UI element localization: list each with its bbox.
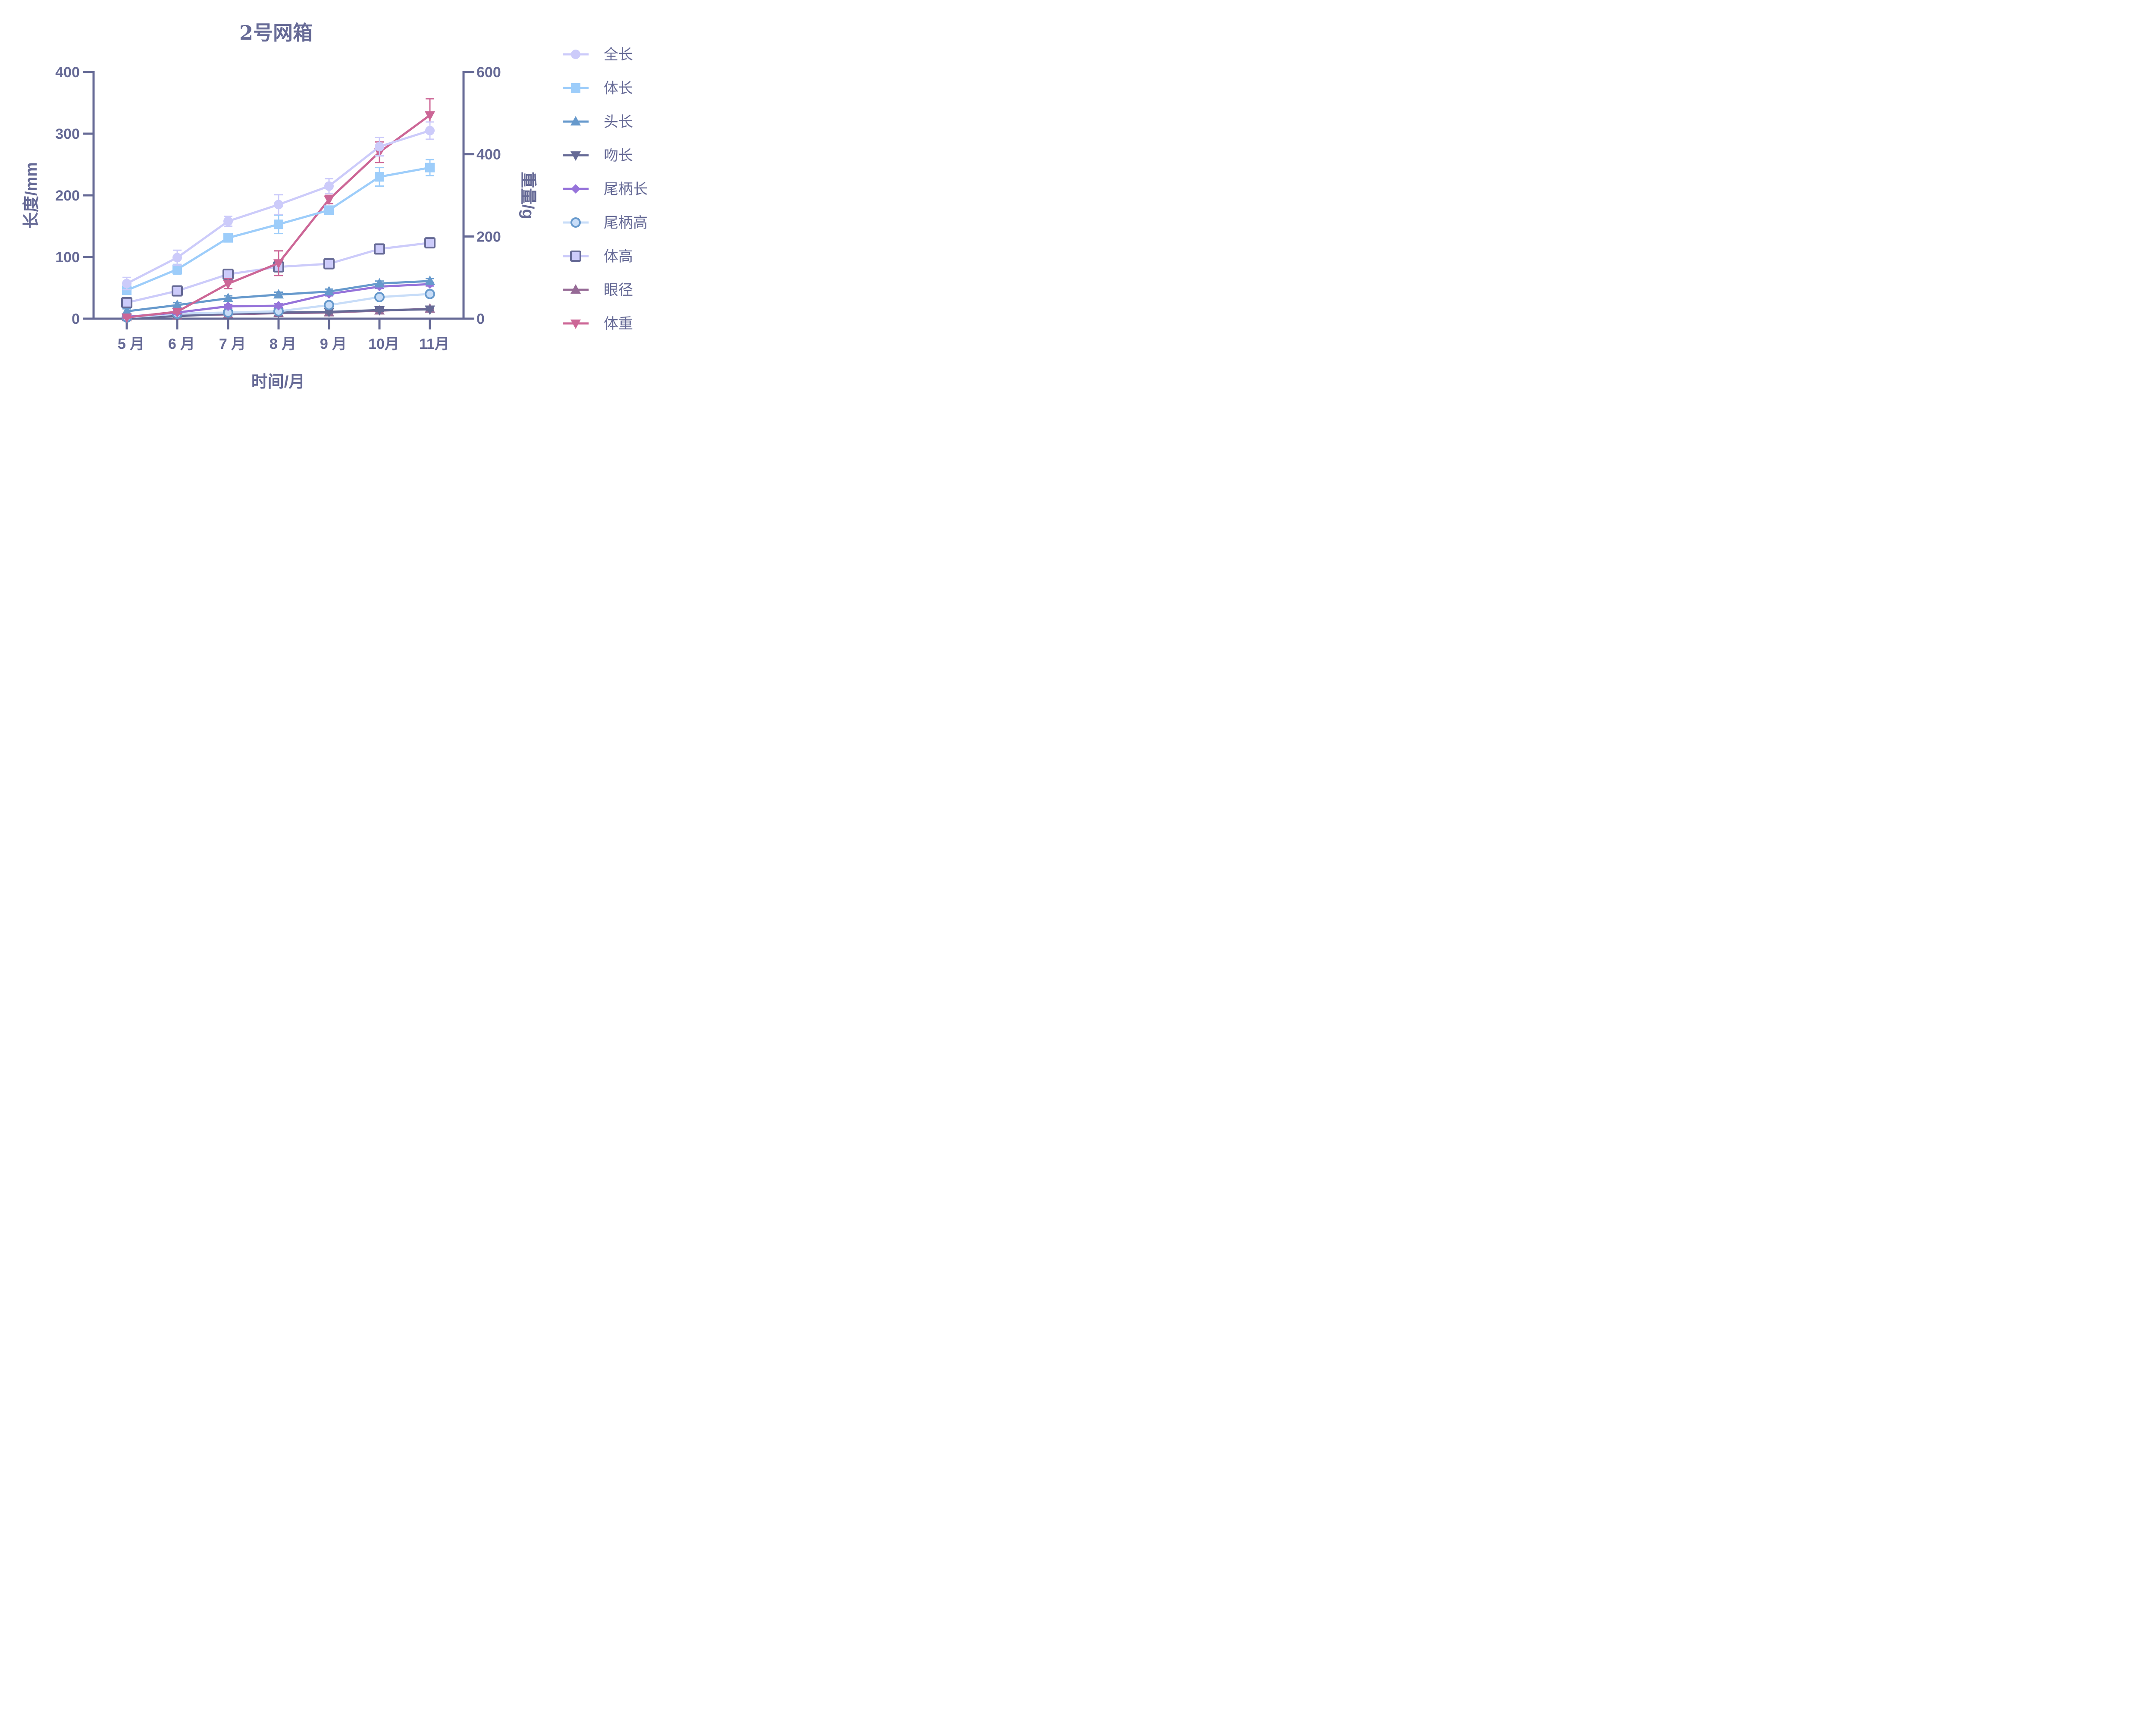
x-tick-label: 11月 (419, 336, 449, 352)
triangle-up-marker (324, 286, 334, 296)
legend-label: 头长 (604, 113, 633, 131)
square-marker (274, 219, 283, 229)
legend-item: 体长 (563, 80, 633, 97)
square-outline-marker (222, 269, 234, 280)
legend-label: 尾柄长 (604, 181, 648, 198)
legend-label: 全长 (604, 46, 633, 63)
circle-marker (375, 142, 384, 152)
y2-tick-label: 600 (476, 64, 501, 81)
legend-item: 尾柄长 (563, 181, 648, 198)
x-tick-label: 5 月 (118, 336, 144, 352)
triangle-down-marker (273, 259, 284, 269)
diamond-marker (274, 301, 283, 310)
y-axis-title: 长度/mm (22, 162, 41, 229)
legend-label: 尾柄高 (604, 214, 648, 232)
legend-label: 眼径 (604, 282, 633, 299)
y-tick-label: 400 (55, 64, 80, 81)
square-marker (571, 83, 580, 93)
legend-item: 尾柄高 (563, 214, 648, 232)
series-layer (121, 98, 436, 323)
x-tick-label: 7 月 (219, 336, 246, 352)
triangle-down-marker (425, 111, 435, 121)
square-marker (425, 163, 435, 172)
ring-marker (374, 292, 385, 302)
triangle-up-marker (425, 275, 435, 285)
ring-marker (425, 288, 435, 299)
triangle-down-marker (374, 306, 385, 316)
y2-tick-label: 0 (476, 311, 485, 327)
x-tick-label: 8 月 (270, 336, 296, 352)
square-marker (223, 233, 233, 243)
circle-marker (172, 253, 182, 263)
chart-title: 2号网箱 (239, 21, 313, 44)
square-marker (324, 205, 334, 215)
ring-marker (324, 300, 334, 310)
triangle-up-marker (273, 289, 284, 299)
series-体高 (121, 237, 436, 308)
circle-marker (425, 125, 435, 135)
circle-marker (324, 181, 334, 191)
chart: 2号网箱 0 100 200 300 400 0 200 400 600 5 月 6 月 7 月 8 月… (0, 0, 676, 411)
triangle-down-marker (172, 307, 182, 317)
diamond-marker (223, 301, 233, 311)
circle-marker (122, 279, 132, 288)
triangle-up-marker (223, 292, 233, 302)
y-tick-label: 300 (55, 126, 80, 142)
x-axis-title: 时间/月 (251, 373, 305, 391)
triangle-up-marker (172, 299, 182, 309)
legend-item: 吻长 (563, 147, 633, 164)
triangle-down-marker (324, 308, 334, 318)
triangle-down-marker (425, 305, 435, 315)
y-tick-label: 200 (55, 188, 80, 204)
triangle-up-marker (374, 278, 385, 288)
legend-label: 体高 (604, 248, 633, 265)
y2-tick-label: 400 (476, 147, 501, 163)
x-tick-label: 6 月 (168, 336, 195, 352)
legend-item: 头长 (563, 113, 633, 131)
legend-item: 体重 (563, 315, 633, 332)
circle-marker (223, 216, 233, 226)
legend-item: 眼径 (563, 282, 633, 299)
legend-label: 吻长 (604, 147, 633, 164)
triangle-up-marker (122, 305, 132, 315)
square-outline-marker (121, 297, 132, 308)
square-outline-marker (172, 285, 183, 297)
legend-item: 全长 (563, 46, 633, 63)
axes: 0 100 200 300 400 0 200 400 600 5 月 6 月 7 月 8 月 9 月 10… (55, 64, 501, 352)
triangle-up-marker (570, 116, 581, 125)
triangle-down-marker (122, 313, 132, 323)
y-tick-label: 100 (55, 249, 80, 266)
square-outline-marker (424, 237, 436, 249)
y-tick-label: 0 (72, 311, 80, 327)
circle-marker (571, 50, 580, 59)
square-marker (172, 264, 182, 274)
square-outline-marker (323, 258, 335, 270)
y2-axis-title: 重量/g (519, 172, 537, 219)
circle-marker (274, 200, 283, 210)
triangle-up-marker (570, 284, 581, 294)
x-tick-label: 9 月 (320, 336, 347, 352)
square-outline-marker (570, 251, 581, 262)
x-tick-label: 10月 (368, 336, 399, 352)
triangle-down-marker (324, 195, 334, 205)
square-marker (375, 172, 384, 182)
triangle-down-marker (570, 151, 581, 161)
series-全长 (122, 121, 435, 291)
triangle-down-marker (570, 320, 581, 329)
legend-label: 体长 (604, 80, 633, 97)
series-头长 (122, 275, 435, 315)
legend-label: 体重 (604, 315, 633, 332)
y2-tick-label: 200 (476, 229, 501, 245)
legend-item: 体高 (563, 248, 633, 265)
triangle-down-marker (223, 279, 233, 289)
diamond-marker (571, 184, 580, 194)
ring-marker (570, 217, 581, 228)
square-outline-marker (374, 243, 385, 255)
